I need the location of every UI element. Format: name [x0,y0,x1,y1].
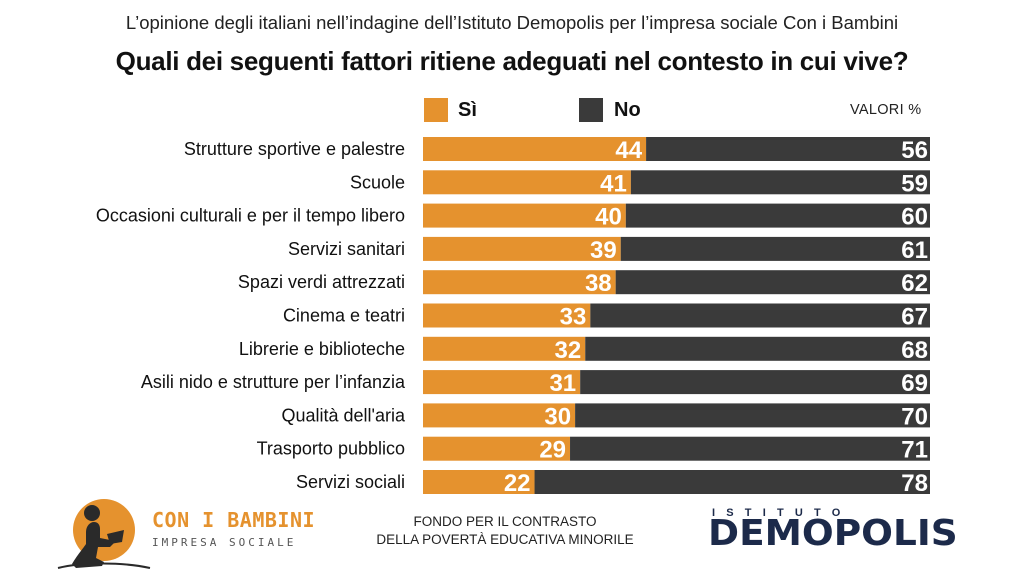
bar-no [580,370,930,395]
fondo-caption: FONDO PER IL CONTRASTO DELLA POVERTÀ EDU… [350,513,660,549]
value-label-yes: 22 [504,470,531,497]
category-label: Servizi sociali [296,472,405,492]
bar-no [585,336,930,361]
value-label-no: 67 [901,304,928,331]
bar-yes [423,170,631,195]
bar-yes [423,370,581,395]
category-label: Scuole [350,172,405,192]
value-label-no: 60 [901,204,928,231]
con-i-bambini-name: CON I BAMBINI [152,508,316,532]
bar-no [630,170,930,195]
bar-yes [423,470,535,494]
category-label: Trasporto pubblico [257,439,405,459]
unit-label: VALORI % [850,102,922,118]
value-label-no: 56 [901,137,928,164]
fondo-line-1: FONDO PER IL CONTRASTO [413,514,597,529]
demopolis-istituto-label: ISTITUTO [712,507,852,519]
value-label-no: 68 [901,337,928,364]
value-label-no: 78 [901,470,928,497]
fondo-line-2: DELLA POVERTÀ EDUCATIVA MINORILE [376,532,634,547]
bar-yes [423,436,571,461]
bar-no [575,403,930,428]
value-label-yes: 39 [590,237,617,264]
bar-yes [423,303,591,328]
legend-swatch-yes [424,98,448,122]
bar-no [646,137,930,161]
category-label: Spazi verdi attrezzati [238,272,405,292]
chart-supertitle: L’opinione degli italiani nell’indagine … [125,12,899,33]
value-label-no: 69 [901,370,928,397]
value-label-yes: 32 [555,337,582,364]
legend-label-no: No [614,99,641,121]
bar-no [570,436,930,461]
con-i-bambini-logo [52,492,292,572]
category-label: Qualità dell'aria [281,405,405,425]
bar-no [620,236,930,261]
value-label-no: 62 [901,270,928,297]
value-label-no: 61 [901,237,928,264]
value-label-yes: 29 [539,437,566,464]
bar-no [625,203,930,228]
bar-yes [423,336,586,361]
bar-yes [423,236,621,261]
child-reading-icon [57,499,151,569]
category-label: Servizi sanitari [288,239,405,259]
demopolis-logo: DEMOPOLIS [708,513,958,554]
category-label: Asili nido e strutture per l’infanzia [141,372,406,392]
category-label: Librerie e biblioteche [239,339,405,359]
con-i-bambini-subtitle: IMPRESA SOCIALE [152,536,297,549]
bar-no [590,303,930,328]
chart-title: Quali dei seguenti fattori ritiene adegu… [115,46,909,76]
category-label: Strutture sportive e palestre [184,139,405,159]
value-label-yes: 31 [549,370,576,397]
legend-label-yes: Sì [458,99,477,121]
value-label-no: 70 [901,403,928,430]
bar-yes [423,203,626,228]
bar-yes [423,270,616,295]
value-label-yes: 40 [595,204,622,231]
value-label-yes: 30 [544,403,571,430]
bar-no [615,270,930,295]
value-label-yes: 33 [560,304,587,331]
bar-yes [423,403,576,428]
value-label-yes: 41 [600,170,627,197]
value-label-no: 71 [901,437,928,464]
category-label: Cinema e teatri [283,306,405,326]
bar-yes [423,137,647,161]
value-label-yes: 38 [585,270,612,297]
value-label-yes: 44 [615,137,642,164]
bar-no [534,470,930,494]
legend-swatch-no [579,98,603,122]
value-label-no: 59 [901,170,928,197]
category-label: Occasioni culturali e per il tempo liber… [96,206,405,226]
